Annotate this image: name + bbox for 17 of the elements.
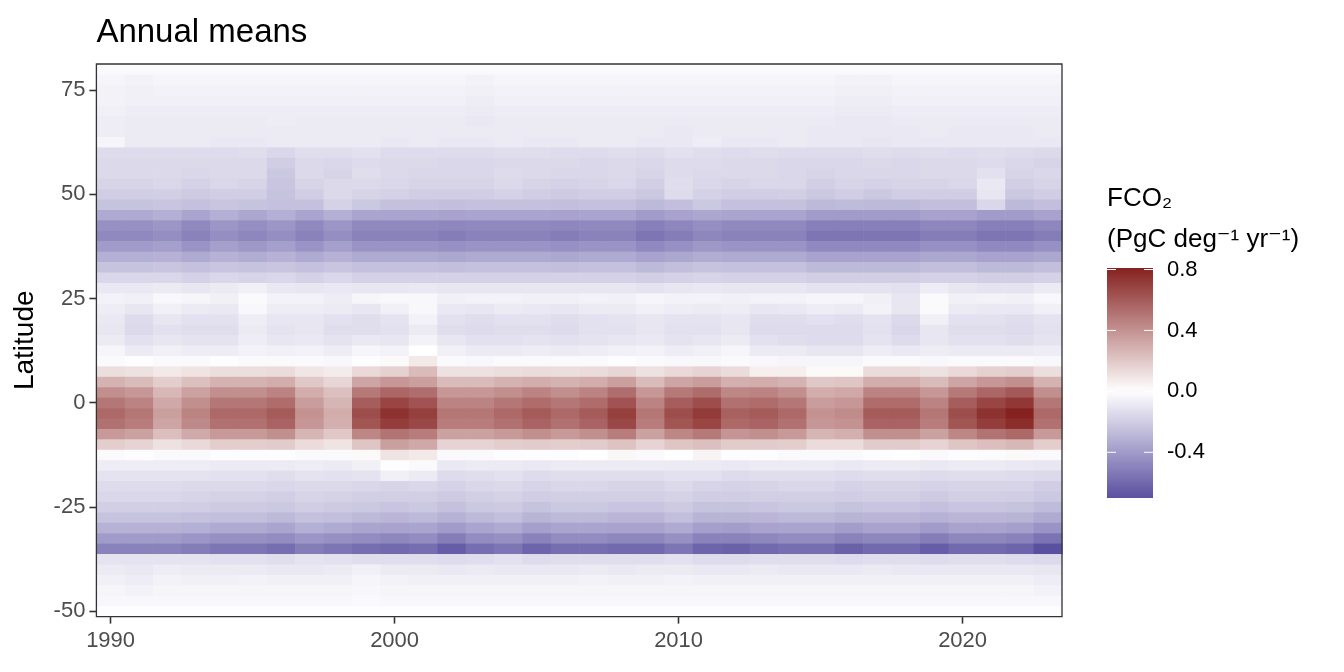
x-tick-label: 1990 (86, 626, 136, 652)
y-tick-label: 0 (73, 388, 86, 414)
x-tick-label: 2000 (370, 626, 420, 652)
y-axis-title: Latitude (7, 290, 39, 391)
chart-title: Annual means (96, 12, 308, 49)
color-bar-label: 0.0 (1167, 377, 1198, 403)
color-bar-label: 0.8 (1167, 255, 1198, 281)
x-tick-label: 2020 (938, 626, 988, 652)
y-tick-label: -50 (53, 597, 86, 623)
color-bar-label: -0.4 (1167, 438, 1205, 464)
y-tick-label: 75 (60, 76, 86, 102)
y-tick-label: 50 (60, 180, 86, 206)
color-bar-title: FCO₂ (PgC deg⁻¹ yr⁻¹) (1107, 182, 1300, 253)
color-bar-label: 0.4 (1167, 316, 1198, 342)
y-tick-label: -25 (53, 493, 86, 519)
x-tick-label: 2010 (654, 626, 704, 652)
y-tick-label: 25 (60, 284, 86, 310)
